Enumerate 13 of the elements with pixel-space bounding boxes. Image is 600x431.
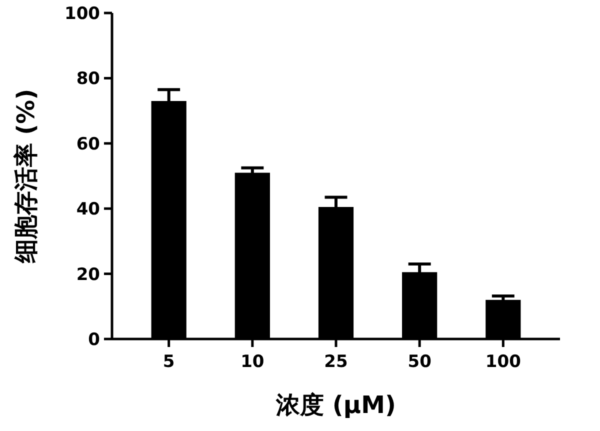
x-axis-title: 浓度 (µM) [275,391,396,419]
y-tick-label: 0 [88,330,100,350]
y-tick-label: 80 [76,69,100,90]
y-tick-label: 20 [76,264,100,285]
x-tick-label: 100 [485,352,522,372]
x-tick-label: 10 [240,352,264,372]
y-tick-label: 100 [64,4,100,24]
x-tick-label: 5 [162,352,175,372]
x-tick-label: 50 [408,352,432,372]
y-tick-label: 60 [76,134,100,154]
y-axis-title: 细胞存活率 (%) [12,88,40,264]
x-tick-label: 25 [324,352,348,372]
y-tick-label: 40 [76,200,100,220]
